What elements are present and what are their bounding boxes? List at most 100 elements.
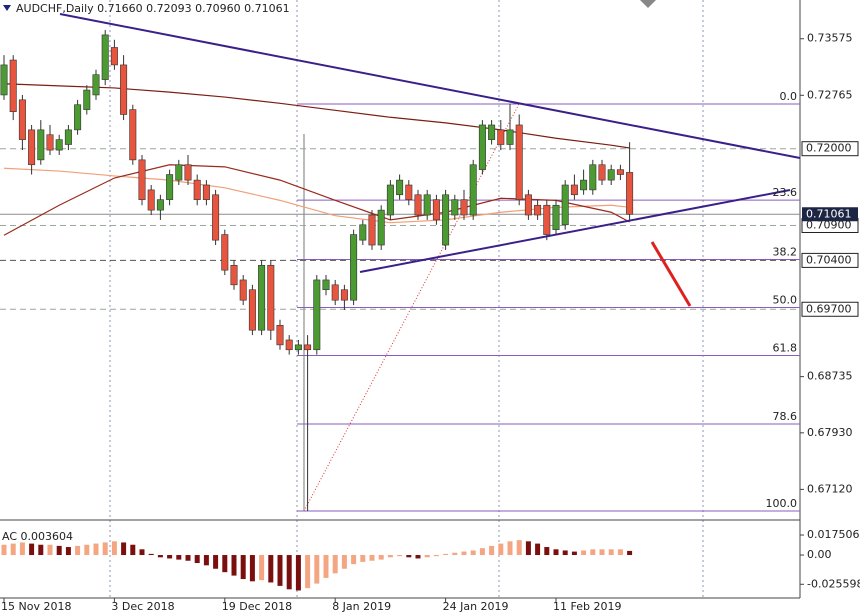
indicator-bar [1,544,7,556]
indicator-bar [571,551,577,556]
candle-body [515,124,523,200]
indicator-bar [185,555,191,561]
chart-title: AUDCHF,Daily 0.71660 0.72093 0.70960 0.7… [16,2,290,15]
candle-body [616,169,624,175]
level-label: 0.72000 [806,142,852,155]
candle-body [561,184,569,226]
indicator-bar [608,549,614,556]
indicator-bar [314,555,320,584]
indicator-bar [489,545,495,556]
indicator-bar [167,555,173,559]
candle-body [304,344,312,351]
x-tick-label: 3 Dec 2018 [111,600,174,613]
indicator-bar [10,543,16,556]
candle-body [423,194,431,216]
candle-body [405,184,413,200]
indicator-bar [617,549,623,556]
current-price-label: 0.71061 [806,207,852,220]
annotation-layer: AUDCHF,Daily 0.71660 0.72093 0.70960 0.7… [2,2,859,543]
x-tick-label: 24 Jan 2019 [443,600,509,613]
indicator-bar [130,544,136,556]
candle-body [101,34,109,80]
symbol-icon [3,5,11,11]
indicator-bar [590,549,596,556]
candle-body [285,339,293,351]
fib-label: 0.0 [780,90,798,103]
candle-body [396,179,404,196]
indicator-bar [47,544,53,556]
indicator-bar [29,543,35,556]
candle-body [193,179,201,200]
candle-body [488,124,496,140]
candle-body [359,224,367,241]
indicator-bar [452,552,458,556]
x-tick-label: 8 Jan 2019 [332,600,391,613]
y-tick-label: 0.67120 [807,482,853,495]
indicator-bar [222,555,228,573]
indicator-bar [498,543,504,556]
trend-line [59,13,801,159]
candle-body [386,184,394,216]
candle-body [120,64,128,115]
candle-body [350,234,358,301]
current-price-box [802,207,858,222]
y-tick-label: 0.68735 [807,370,853,383]
candle-body [166,174,174,200]
indicator-bar [424,555,430,558]
indicator-bar [562,550,568,556]
direction-arrow [650,241,692,307]
candle-body [506,129,514,145]
candle-body [432,199,440,221]
indicator-bar [194,555,200,564]
candle-body [184,164,192,181]
candle-body [110,47,118,66]
x-tick-label: 19 Dec 2018 [222,600,292,613]
candle-body [0,64,8,96]
indicator-bar [479,548,485,556]
candle-body [138,159,146,200]
candle-body [580,179,588,191]
indicator-bar [111,541,117,556]
indicator-bar [139,549,145,556]
indicator-bar [461,551,467,556]
indicator-bar [553,549,559,556]
y-tick-label: 0.73575 [807,32,853,45]
candle-body [202,184,210,200]
indicator-bar [599,549,605,556]
candle-body [543,204,551,235]
indicator-bar [332,555,338,574]
indicator-bar [507,541,513,556]
indicator-bar [351,555,357,565]
candle-body [37,129,45,161]
indicator-bar [443,553,449,556]
indicator-bar [470,550,476,556]
level-label: 0.70900 [806,218,852,231]
candle-body [331,284,339,301]
candle-body [64,129,72,145]
indicator-bar [295,555,301,591]
indicator-bar [387,555,393,558]
candle-body [276,325,284,346]
indicator-tick-label: 0.00 [807,548,832,561]
indicator-bar [433,555,439,557]
indicator-bar [535,543,541,556]
indicator-bar [56,545,62,556]
level-label: 0.70400 [806,253,852,266]
indicator-bar [277,555,283,586]
indicator-title: AC 0.003604 [2,530,73,543]
fib-label: 38.2 [773,245,798,258]
candle-body [377,209,385,246]
indicator-bar [581,550,587,556]
scroll-marker [640,0,656,8]
indicator-bar [121,542,127,556]
candle-body [230,264,238,286]
indicator-bar [268,555,274,583]
moving-average [3,83,630,149]
indicator-bar [397,555,403,557]
candle-body [221,234,229,271]
candle-body [248,289,256,331]
level-box [801,252,859,268]
candle-body [258,264,266,331]
candle-body [469,164,477,216]
